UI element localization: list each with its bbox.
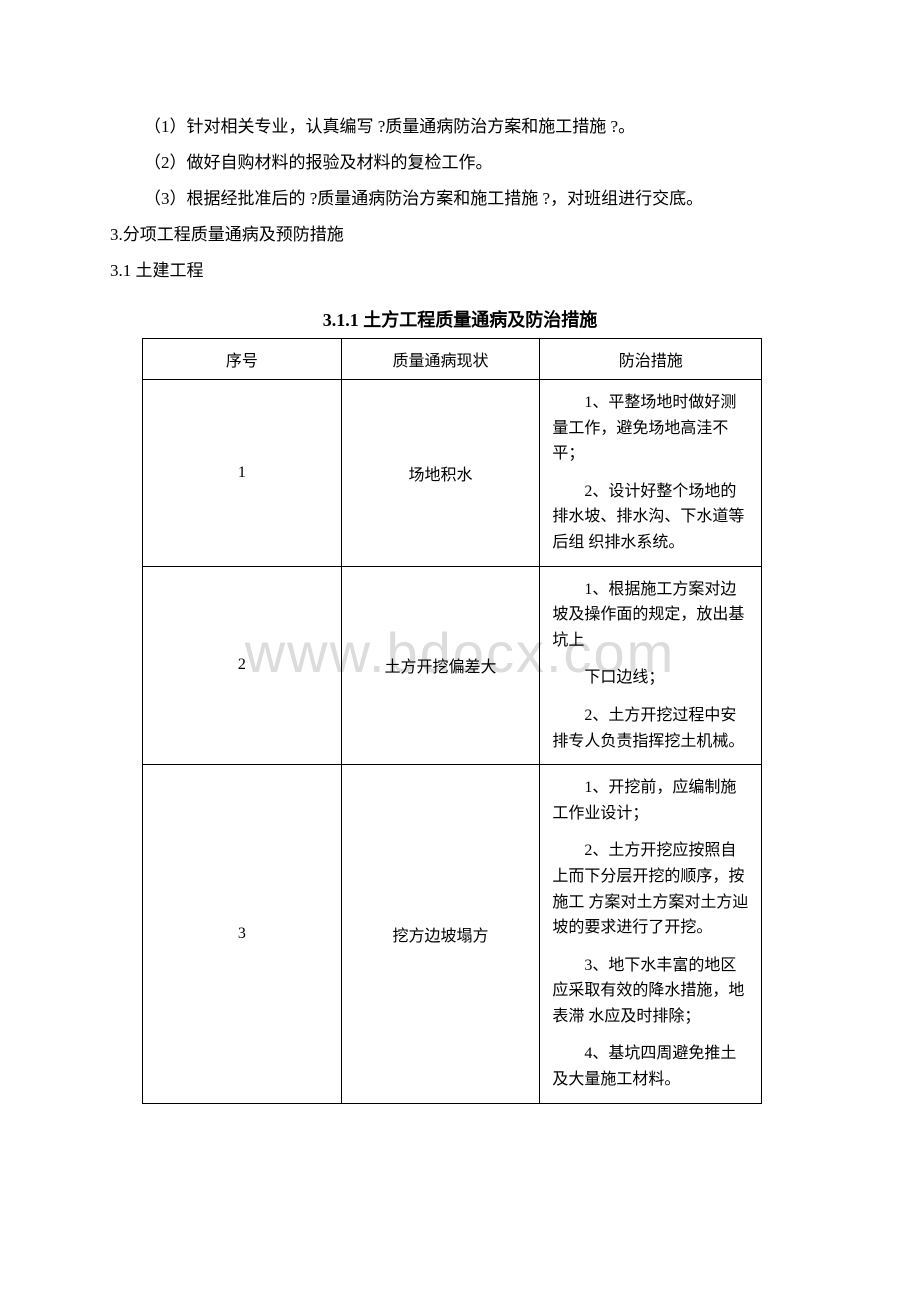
cell-seq-2: 2 xyxy=(143,566,342,765)
cell-seq-3: 3 xyxy=(143,765,342,1104)
measure-text: 2、设计好整个场地的排水坡、排水沟、下水道等后组 织排水系统。 xyxy=(552,479,749,556)
table-title: 3.1.1 土方工程质量通病及防治措施 xyxy=(110,306,810,332)
paragraph-2: （2）做好自购材料的报验及材料的复检工作。 xyxy=(110,146,810,180)
cell-issue-3: 挖方边坡塌方 xyxy=(341,765,540,1104)
measure-text: 2、土方开挖过程中安排专人负责指挥挖土机械。 xyxy=(552,703,749,754)
cell-measure-2: 1、根据施工方案对边坡及操作面的规定，放出基坑上 下口边线； 2、土方开挖过程中… xyxy=(540,566,762,765)
measure-text: 3、地下水丰富的地区应采取有效的降水措施，地表滞 水应及时排除； xyxy=(552,953,749,1030)
measure-text: 1、开挖前，应编制施工作业设计； xyxy=(552,775,749,826)
header-issue: 质量通病现状 xyxy=(341,339,540,380)
cell-measure-1: 1、平整场地时做好测量工作，避免场地高洼不平； 2、设计好整个场地的排水坡、排水… xyxy=(540,380,762,567)
document-content: （1）针对相关专业，认真编写 ?质量通病防治方案和施工措施 ?。 （2）做好自购… xyxy=(110,110,810,1104)
table-header-row: 序号 质量通病现状 防治措施 xyxy=(143,339,762,380)
measure-text: 2、土方开挖应按照自上而下分层开挖的顺序，按施工 方案对土方案对土方辿坡的要求进… xyxy=(552,838,749,940)
cell-issue-2: 土方开挖偏差大 xyxy=(341,566,540,765)
paragraph-1: （1）针对相关专业，认真编写 ?质量通病防治方案和施工措施 ?。 xyxy=(110,110,810,144)
paragraph-3: （3）根据经批准后的 ?质量通病防治方案和施工措施 ?，对班组进行交底。 xyxy=(110,182,810,216)
measure-text: 下口边线； xyxy=(552,665,749,691)
table-row: 1 场地积水 1、平整场地时做好测量工作，避免场地高洼不平； 2、设计好整个场地… xyxy=(143,380,762,567)
paragraph-section-3-1: 3.1 土建工程 xyxy=(110,254,810,288)
table-row: 2 土方开挖偏差大 1、根据施工方案对边坡及操作面的规定，放出基坑上 下口边线；… xyxy=(143,566,762,765)
cell-measure-3: 1、开挖前，应编制施工作业设计； 2、土方开挖应按照自上而下分层开挖的顺序，按施… xyxy=(540,765,762,1104)
table-row: 3 挖方边坡塌方 1、开挖前，应编制施工作业设计； 2、土方开挖应按照自上而下分… xyxy=(143,765,762,1104)
header-measure: 防治措施 xyxy=(540,339,762,380)
cell-seq-1: 1 xyxy=(143,380,342,567)
quality-defects-table: 序号 质量通病现状 防治措施 1 场地积水 1、平整场地时做好测量工作，避免场地… xyxy=(142,338,762,1104)
measure-text: 1、平整场地时做好测量工作，避免场地高洼不平； xyxy=(552,390,749,467)
paragraph-section-3: 3.分项工程质量通病及预防措施 xyxy=(110,218,810,252)
header-seq: 序号 xyxy=(143,339,342,380)
measure-text: 1、根据施工方案对边坡及操作面的规定，放出基坑上 xyxy=(552,577,749,654)
cell-issue-1: 场地积水 xyxy=(341,380,540,567)
measure-text: 4、基坑四周避免推土及大量施工材料。 xyxy=(552,1041,749,1092)
